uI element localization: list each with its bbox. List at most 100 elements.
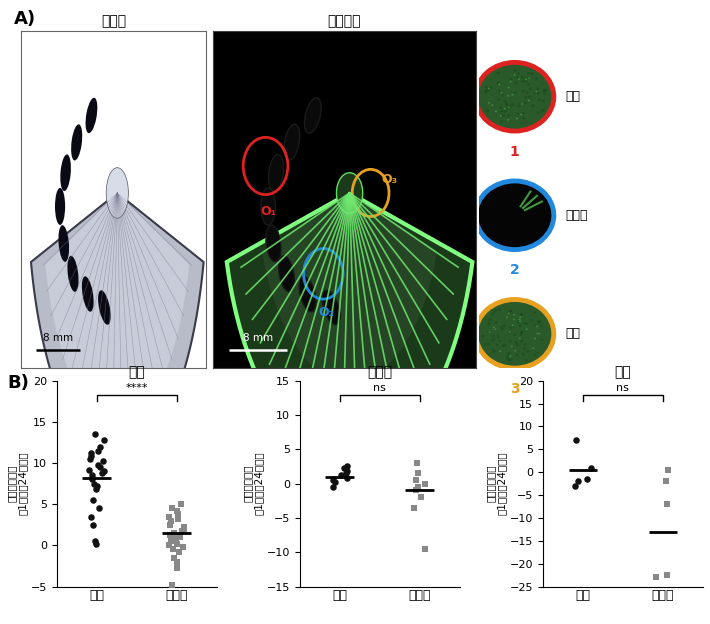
Point — [92, 481, 103, 491]
Ellipse shape — [71, 124, 82, 160]
Point — [327, 482, 338, 492]
Text: 子房室: 子房室 — [565, 209, 588, 222]
Ellipse shape — [515, 343, 518, 346]
Point — [84, 465, 95, 475]
Ellipse shape — [488, 323, 491, 325]
Point — [176, 525, 187, 535]
Ellipse shape — [532, 311, 536, 314]
Text: A): A) — [14, 10, 36, 28]
Ellipse shape — [506, 316, 508, 318]
Ellipse shape — [58, 225, 69, 262]
Ellipse shape — [514, 350, 516, 352]
Point — [419, 544, 430, 554]
Ellipse shape — [531, 104, 535, 107]
Ellipse shape — [545, 89, 547, 92]
Ellipse shape — [525, 323, 528, 325]
Point — [86, 448, 97, 458]
Point — [86, 474, 97, 484]
Ellipse shape — [491, 339, 493, 342]
Ellipse shape — [513, 333, 516, 336]
Ellipse shape — [491, 334, 495, 338]
Ellipse shape — [503, 344, 506, 346]
Point — [581, 474, 593, 484]
Point — [168, 545, 179, 555]
Text: B): B) — [7, 374, 29, 392]
Ellipse shape — [513, 318, 515, 320]
Point — [90, 539, 102, 548]
Ellipse shape — [536, 326, 538, 328]
Ellipse shape — [491, 313, 494, 315]
Text: 1: 1 — [510, 145, 520, 158]
Ellipse shape — [305, 98, 321, 133]
Ellipse shape — [543, 92, 546, 95]
Title: 子房室: 子房室 — [367, 366, 393, 379]
Point — [171, 539, 182, 548]
Ellipse shape — [501, 326, 503, 328]
Ellipse shape — [503, 324, 506, 327]
Ellipse shape — [494, 328, 496, 330]
Ellipse shape — [508, 331, 511, 334]
Ellipse shape — [484, 91, 487, 94]
Point — [341, 473, 352, 483]
Point — [178, 542, 189, 552]
Ellipse shape — [526, 328, 528, 330]
Ellipse shape — [476, 62, 554, 131]
Ellipse shape — [540, 324, 543, 327]
Ellipse shape — [497, 98, 500, 100]
Ellipse shape — [507, 359, 510, 361]
Ellipse shape — [508, 107, 510, 109]
Ellipse shape — [503, 100, 507, 103]
Point — [412, 482, 423, 492]
Ellipse shape — [520, 313, 523, 316]
Point — [585, 462, 596, 472]
Ellipse shape — [528, 95, 531, 98]
Ellipse shape — [525, 92, 528, 94]
Point — [166, 504, 178, 514]
Point — [86, 451, 97, 461]
Ellipse shape — [496, 344, 498, 346]
Ellipse shape — [510, 80, 512, 82]
Point — [89, 536, 100, 546]
Point — [415, 492, 426, 502]
Ellipse shape — [516, 77, 519, 79]
Ellipse shape — [513, 91, 517, 94]
Ellipse shape — [533, 353, 536, 356]
Ellipse shape — [508, 352, 510, 355]
Point — [171, 557, 182, 567]
Ellipse shape — [60, 154, 71, 191]
Text: ns: ns — [616, 383, 629, 393]
Ellipse shape — [533, 92, 537, 94]
Ellipse shape — [85, 98, 97, 133]
Ellipse shape — [512, 104, 515, 106]
Ellipse shape — [498, 84, 501, 85]
Ellipse shape — [535, 77, 538, 80]
Ellipse shape — [491, 104, 493, 106]
Ellipse shape — [500, 115, 502, 117]
Point — [168, 528, 180, 538]
Ellipse shape — [519, 321, 521, 322]
Ellipse shape — [526, 349, 530, 353]
Point — [175, 499, 187, 509]
Point — [342, 462, 353, 472]
Text: ns: ns — [373, 383, 386, 393]
Ellipse shape — [537, 321, 540, 324]
Y-axis label: 蛍光の変化量
（1時間〜24時間）: 蛍光の変化量 （1時間〜24時間） — [242, 452, 264, 515]
Ellipse shape — [526, 77, 530, 80]
Title: 蛍光観察: 蛍光観察 — [327, 14, 361, 29]
Point — [88, 520, 99, 530]
Ellipse shape — [506, 104, 508, 106]
Ellipse shape — [510, 310, 513, 313]
Ellipse shape — [510, 104, 513, 107]
Ellipse shape — [508, 107, 510, 110]
Point — [95, 442, 106, 452]
Ellipse shape — [337, 173, 363, 213]
Point — [570, 435, 581, 445]
Ellipse shape — [522, 80, 525, 82]
Ellipse shape — [515, 82, 518, 84]
Point — [572, 476, 584, 486]
Text: O₁: O₁ — [260, 205, 276, 218]
Ellipse shape — [538, 333, 540, 334]
Ellipse shape — [506, 354, 510, 357]
Ellipse shape — [534, 338, 536, 339]
Point — [97, 456, 109, 466]
